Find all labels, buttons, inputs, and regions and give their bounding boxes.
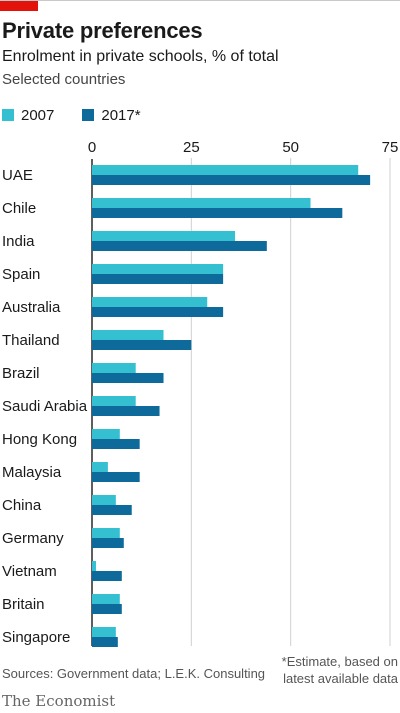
x-tick-label: 0 (88, 139, 96, 156)
legend: 2007 2017* (2, 105, 169, 125)
category-label: Britain (2, 596, 45, 613)
bar-2017 (92, 307, 224, 317)
top-rule (0, 0, 400, 1)
bar-2017 (92, 637, 118, 647)
bar-2007 (92, 264, 224, 274)
bar-2007 (92, 528, 120, 538)
bar-2017 (92, 571, 122, 581)
category-label: UAE (2, 167, 33, 184)
bar-2007 (92, 429, 120, 439)
category-label: China (2, 497, 42, 514)
label-layer: 0 25 50 75 UAE Chile India Spain Australia Thaila… (2, 139, 398, 646)
bar-2017 (92, 340, 192, 350)
chart-subtitle: Enrolment in private schools, % of total (2, 48, 279, 65)
legend-swatch-2007 (2, 109, 14, 121)
bar-2017 (92, 439, 140, 449)
bar-2017 (92, 208, 343, 218)
bar-2007 (92, 165, 359, 175)
x-tick-label: 50 (282, 139, 299, 156)
category-label: Chile (2, 200, 36, 217)
bar-2017 (92, 373, 164, 383)
bar-2017 (92, 472, 140, 482)
category-label: Australia (2, 299, 61, 316)
chart-title: Private preferences (2, 18, 203, 43)
category-label: Spain (2, 266, 40, 283)
category-label: Singapore (2, 629, 70, 646)
bar-2017 (92, 406, 160, 416)
source-note: Sources: Government data; L.E.K. Consult… (2, 666, 266, 681)
legend-item-2017: 2017* (82, 106, 141, 124)
bar-2017 (92, 241, 267, 251)
bar-chart: 0 25 50 75 UAE Chile India Spain Australia Thaila… (2, 139, 398, 647)
category-label: India (2, 233, 35, 250)
x-tick-label: 75 (382, 139, 399, 156)
legend-swatch-2017 (82, 109, 95, 121)
category-label: Vietnam (2, 563, 57, 580)
category-label: Germany (2, 530, 64, 547)
legend-item-2007: 2007 (2, 107, 54, 124)
x-tick-label: 25 (183, 139, 200, 156)
bar-layer (92, 165, 371, 647)
bar-2007 (92, 297, 208, 307)
footnote: *Estimate, based on latest available dat… (281, 654, 398, 686)
bar-2007 (92, 363, 136, 373)
bar-2007 (92, 462, 108, 472)
bar-2017 (92, 538, 124, 548)
category-label: Saudi Arabia (2, 398, 88, 415)
chart-note: Selected countries (2, 71, 126, 88)
category-label: Malaysia (2, 464, 62, 481)
bar-2007 (92, 627, 116, 637)
bar-2007 (92, 594, 120, 604)
bar-2017 (92, 274, 224, 284)
bar-2017 (92, 505, 132, 515)
bar-2007 (92, 198, 311, 208)
bar-2007 (92, 495, 116, 505)
legend-label-2017: 2017* (101, 106, 141, 124)
category-label: Thailand (2, 332, 60, 349)
brand-red-tab (0, 0, 38, 11)
bar-2007 (92, 231, 236, 241)
brand-wordmark: The Economist (2, 692, 116, 710)
bar-2017 (92, 175, 371, 185)
bar-2007 (92, 330, 164, 340)
bar-2007 (92, 561, 96, 571)
bar-2017 (92, 604, 122, 614)
bar-2007 (92, 396, 136, 406)
category-label: Hong Kong (2, 431, 77, 448)
category-label: Brazil (2, 365, 40, 382)
legend-label-2007: 2007 (21, 106, 55, 124)
